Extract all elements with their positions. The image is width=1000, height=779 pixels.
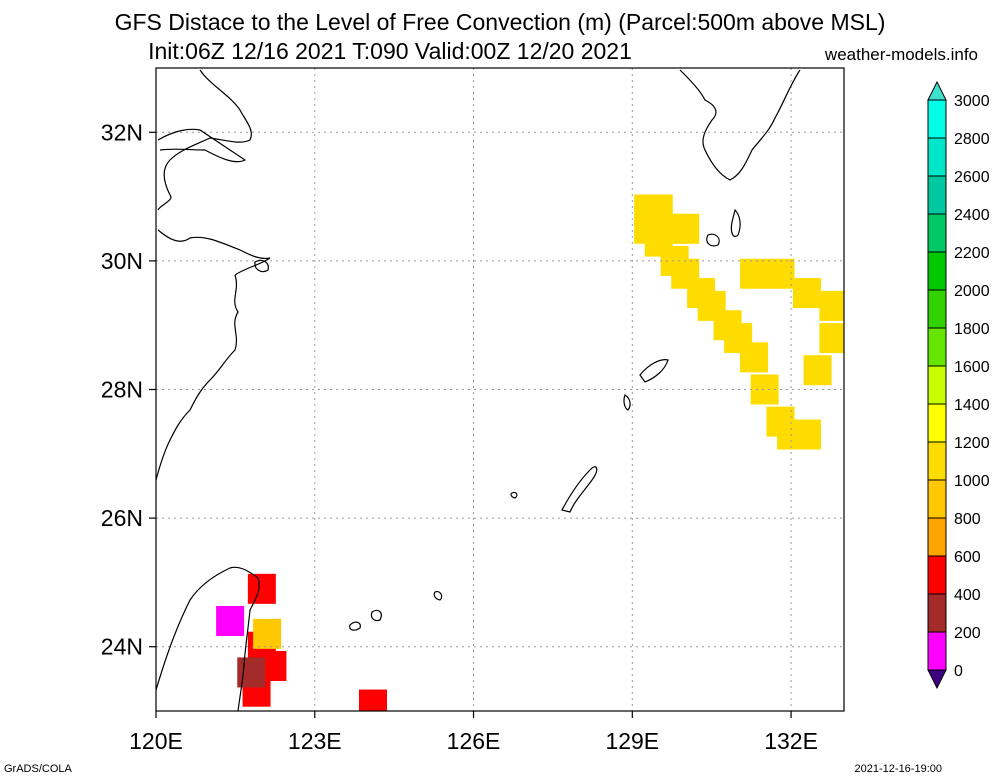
coastline-taiwan <box>156 566 260 711</box>
colorbar-label: 0 <box>954 663 963 680</box>
colorbar-label: 2600 <box>954 169 990 186</box>
coastline-hangzhou-bay <box>157 229 271 276</box>
colorbar-segment-10 <box>927 251 947 291</box>
title-line-1: GFS Distace to the Level of Free Convect… <box>114 9 886 35</box>
colorbar-segment-12 <box>927 175 947 215</box>
colorbar-segment-7 <box>927 365 947 405</box>
colorbar-segment-9 <box>927 289 947 329</box>
colorbar-top-arrow <box>927 80 947 101</box>
shaded-cell-19 <box>740 258 769 289</box>
coastline-china-north <box>157 69 252 211</box>
colorbar-segment-11 <box>927 213 947 253</box>
colorbar-label: 1400 <box>954 397 990 414</box>
lat-tick-label: 26N <box>101 505 143 531</box>
lat-tick-label: 28N <box>101 377 143 403</box>
colorbar-label: 600 <box>954 549 981 566</box>
colorbar-segment-4 <box>927 479 947 519</box>
island-amami <box>639 359 669 383</box>
island-yakushima <box>706 233 720 247</box>
shaded-cell-17 <box>803 355 832 386</box>
island-okinawa <box>561 466 598 513</box>
coastline-kyushu <box>679 69 801 181</box>
shaded-cell-22 <box>819 290 844 321</box>
island-yonaguni <box>433 591 443 601</box>
shaded-cell-20 <box>766 258 795 289</box>
lat-tick-label: 30N <box>101 248 143 274</box>
colorbar-label: 3000 <box>954 93 990 110</box>
colorbar-label: 1600 <box>954 359 990 376</box>
colorbar-label: 2200 <box>954 245 990 262</box>
lon-tick-label: 132E <box>764 728 818 754</box>
shaded-cell-4 <box>671 213 700 244</box>
colorbar-segment-5 <box>927 441 947 481</box>
colorbar-label: 800 <box>954 511 981 528</box>
lon-tick-label: 126E <box>447 728 501 754</box>
colorbar-label: 2400 <box>954 207 990 224</box>
coastline-yangtze <box>157 128 247 163</box>
island-miyako <box>349 621 361 631</box>
gridlines <box>155 68 844 711</box>
shaded-cell-12 <box>740 342 769 373</box>
island-zhoushan <box>254 259 269 273</box>
colorbar-segment-1 <box>927 593 947 633</box>
shaded-cell-23 <box>247 573 276 604</box>
shaded-cell-28 <box>216 605 245 636</box>
lat-axis: 24N 26N 28N 30N 32N <box>101 119 156 660</box>
colorbar-segment-14 <box>927 99 947 139</box>
coastline-zhejiang <box>156 274 239 481</box>
shaded-cell-18 <box>819 323 844 354</box>
colorbar-segment-3 <box>927 517 947 557</box>
lon-axis: 120E 123E 126E 129E 132E <box>129 711 818 754</box>
colorbar-segment-0 <box>927 631 947 671</box>
colorbar-label: 1200 <box>954 435 990 452</box>
island-tokunoshima <box>623 394 631 411</box>
coastlines <box>156 69 801 711</box>
lon-tick-label: 120E <box>129 728 183 754</box>
island-tanegashima <box>730 208 741 238</box>
shaded-field <box>216 194 844 711</box>
colorbar-label: 200 <box>954 625 981 642</box>
lon-tick-label: 129E <box>605 728 659 754</box>
island-kume <box>510 491 518 499</box>
colorbar-label: 1000 <box>954 473 990 490</box>
footer-credit: GrADS/COLA <box>4 763 72 775</box>
colorbar-label: 2000 <box>954 283 990 300</box>
lat-tick-label: 32N <box>101 119 143 145</box>
title-line-2: Init:06Z 12/16 2021 T:090 Valid:00Z 12/2… <box>148 38 632 64</box>
footer-timestamp: 2021-12-16-19:00 <box>854 763 942 775</box>
shaded-cell-13 <box>750 374 779 405</box>
colorbar-segment-8 <box>927 327 947 367</box>
shaded-cell-27 <box>358 689 387 711</box>
lat-tick-label: 24N <box>101 634 143 660</box>
shaded-cell-21 <box>792 278 821 309</box>
colorbar-bottom-arrow <box>927 669 947 690</box>
colorbar-segment-2 <box>927 555 947 595</box>
lon-tick-label: 123E <box>288 728 342 754</box>
site-label: weather-models.info <box>824 45 978 64</box>
island-ishigaki <box>370 609 382 622</box>
colorbar-label: 2800 <box>954 131 990 148</box>
shaded-cell-30 <box>253 618 282 649</box>
colorbar: 0 200 400 600 800 1000 1200 1400 1600 1800 2000 220… <box>927 80 990 690</box>
shaded-cell-16 <box>792 419 821 450</box>
colorbar-segment-6 <box>927 403 947 443</box>
colorbar-label: 400 <box>954 587 981 604</box>
colorbar-label: 1800 <box>954 321 990 338</box>
colorbar-segment-13 <box>927 137 947 177</box>
